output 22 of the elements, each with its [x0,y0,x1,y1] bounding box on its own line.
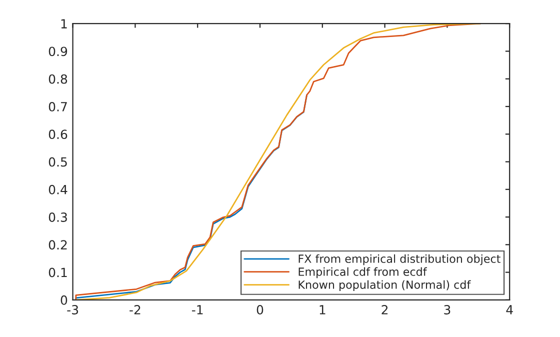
y-tick-label: 0.3 [48,212,67,222]
x-tick-label: 1 [320,305,326,314]
y-tick-label: 0.6 [48,130,68,140]
y-tick-label: 0.8 [48,74,68,84]
x-tick-label: -3 [67,305,78,314]
x-tick-label: 2 [382,305,388,314]
legend-label: FX from empirical distribution object [298,254,500,266]
x-tick-label: 4 [506,305,513,314]
y-tick-label: 0.7 [48,102,67,112]
y-tick-label: 0.4 [48,184,68,194]
legend-label: Empirical cdf from ecdf [298,267,427,278]
x-tick-label: 0 [256,305,264,314]
legend-label: Known population (Normal) cdf [298,280,471,292]
x-tick-label: 3 [444,305,450,314]
x-tick-label: -2 [130,305,140,314]
y-tick-label: 0.9 [48,46,68,56]
y-tick-label: 0 [60,295,68,305]
x-tick-label: -1 [192,305,203,314]
y-tick-label: 0.1 [48,268,67,278]
y-tick-label: 0.5 [48,157,67,167]
y-tick-label: 1 [61,19,67,28]
y-tick-label: 0.2 [48,240,67,250]
